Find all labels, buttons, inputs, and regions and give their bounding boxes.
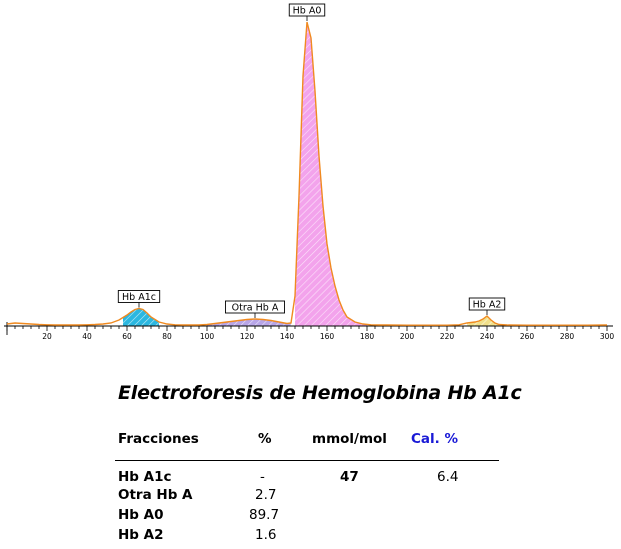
- peak-labels: Hb A1c Otra Hb A Hb A0 Hb A2: [117, 3, 506, 318]
- row-name: Hb A0: [118, 507, 164, 523]
- x-axis-ticks: 20 40 60 80 100 120 140 160 180 200 220 240 260 280 30…: [6, 322, 615, 341]
- x-tick-label: 300: [600, 332, 615, 341]
- peak-fills: [123, 22, 499, 326]
- x-tick-label: 60: [122, 332, 132, 341]
- peak-label: Otra Hb A: [224, 300, 285, 318]
- report-title: Electroforesis de Hemoglobina Hb A1c: [118, 382, 522, 404]
- row-percent: 1.6: [255, 527, 277, 543]
- header-cal: Cal. %: [411, 431, 458, 447]
- x-tick-label: 180: [360, 332, 375, 341]
- peak-hatch: [295, 22, 367, 326]
- electrophoresis-trace: [6, 21, 608, 326]
- row-name: Hb A2: [118, 527, 164, 543]
- peak-label-text: Hb A0: [293, 5, 322, 16]
- header-fracciones: Fracciones: [118, 431, 199, 447]
- x-tick-label: 80: [162, 332, 172, 341]
- x-tick-label: 120: [240, 332, 255, 341]
- x-tick-label: 200: [400, 332, 415, 341]
- peak-label-text: Hb A1c: [122, 292, 156, 303]
- x-tick-label: 160: [320, 332, 335, 341]
- peak-hatch: [467, 316, 499, 326]
- peak-label-text: Hb A2: [473, 299, 502, 310]
- x-tick-label: 20: [42, 332, 52, 341]
- peak-label: Hb A0: [288, 3, 326, 21]
- x-tick-label: 260: [520, 332, 535, 341]
- row-percent: -: [260, 469, 265, 485]
- row-name: Hb A1c: [118, 469, 172, 485]
- header-divider: [115, 460, 499, 461]
- row-mmol: 47: [340, 469, 359, 485]
- x-tick-label: 100: [200, 332, 215, 341]
- row-percent: 89.7: [249, 507, 280, 523]
- x-tick-label: 220: [440, 332, 455, 341]
- row-cal: 6.4: [437, 469, 459, 485]
- row-percent: 2.7: [255, 487, 277, 503]
- header-mmol: mmol/mol: [312, 431, 387, 447]
- x-tick-label: 280: [560, 332, 575, 341]
- x-tick-label: 240: [480, 332, 495, 341]
- header-percent: %: [258, 431, 272, 447]
- peak-label-text: Otra Hb A: [232, 302, 279, 313]
- peak-label: Hb A2: [468, 297, 506, 315]
- x-tick-label: 140: [280, 332, 295, 341]
- x-tick-label: 40: [82, 332, 92, 341]
- peak-hatch: [123, 308, 159, 326]
- electrophoresis-chart: 20 40 60 80 100 120 140 160 180 200 220 240 260 280 30…: [4, 3, 615, 341]
- row-name: Otra Hb A: [118, 487, 193, 503]
- peak-label: Hb A1c: [117, 290, 161, 308]
